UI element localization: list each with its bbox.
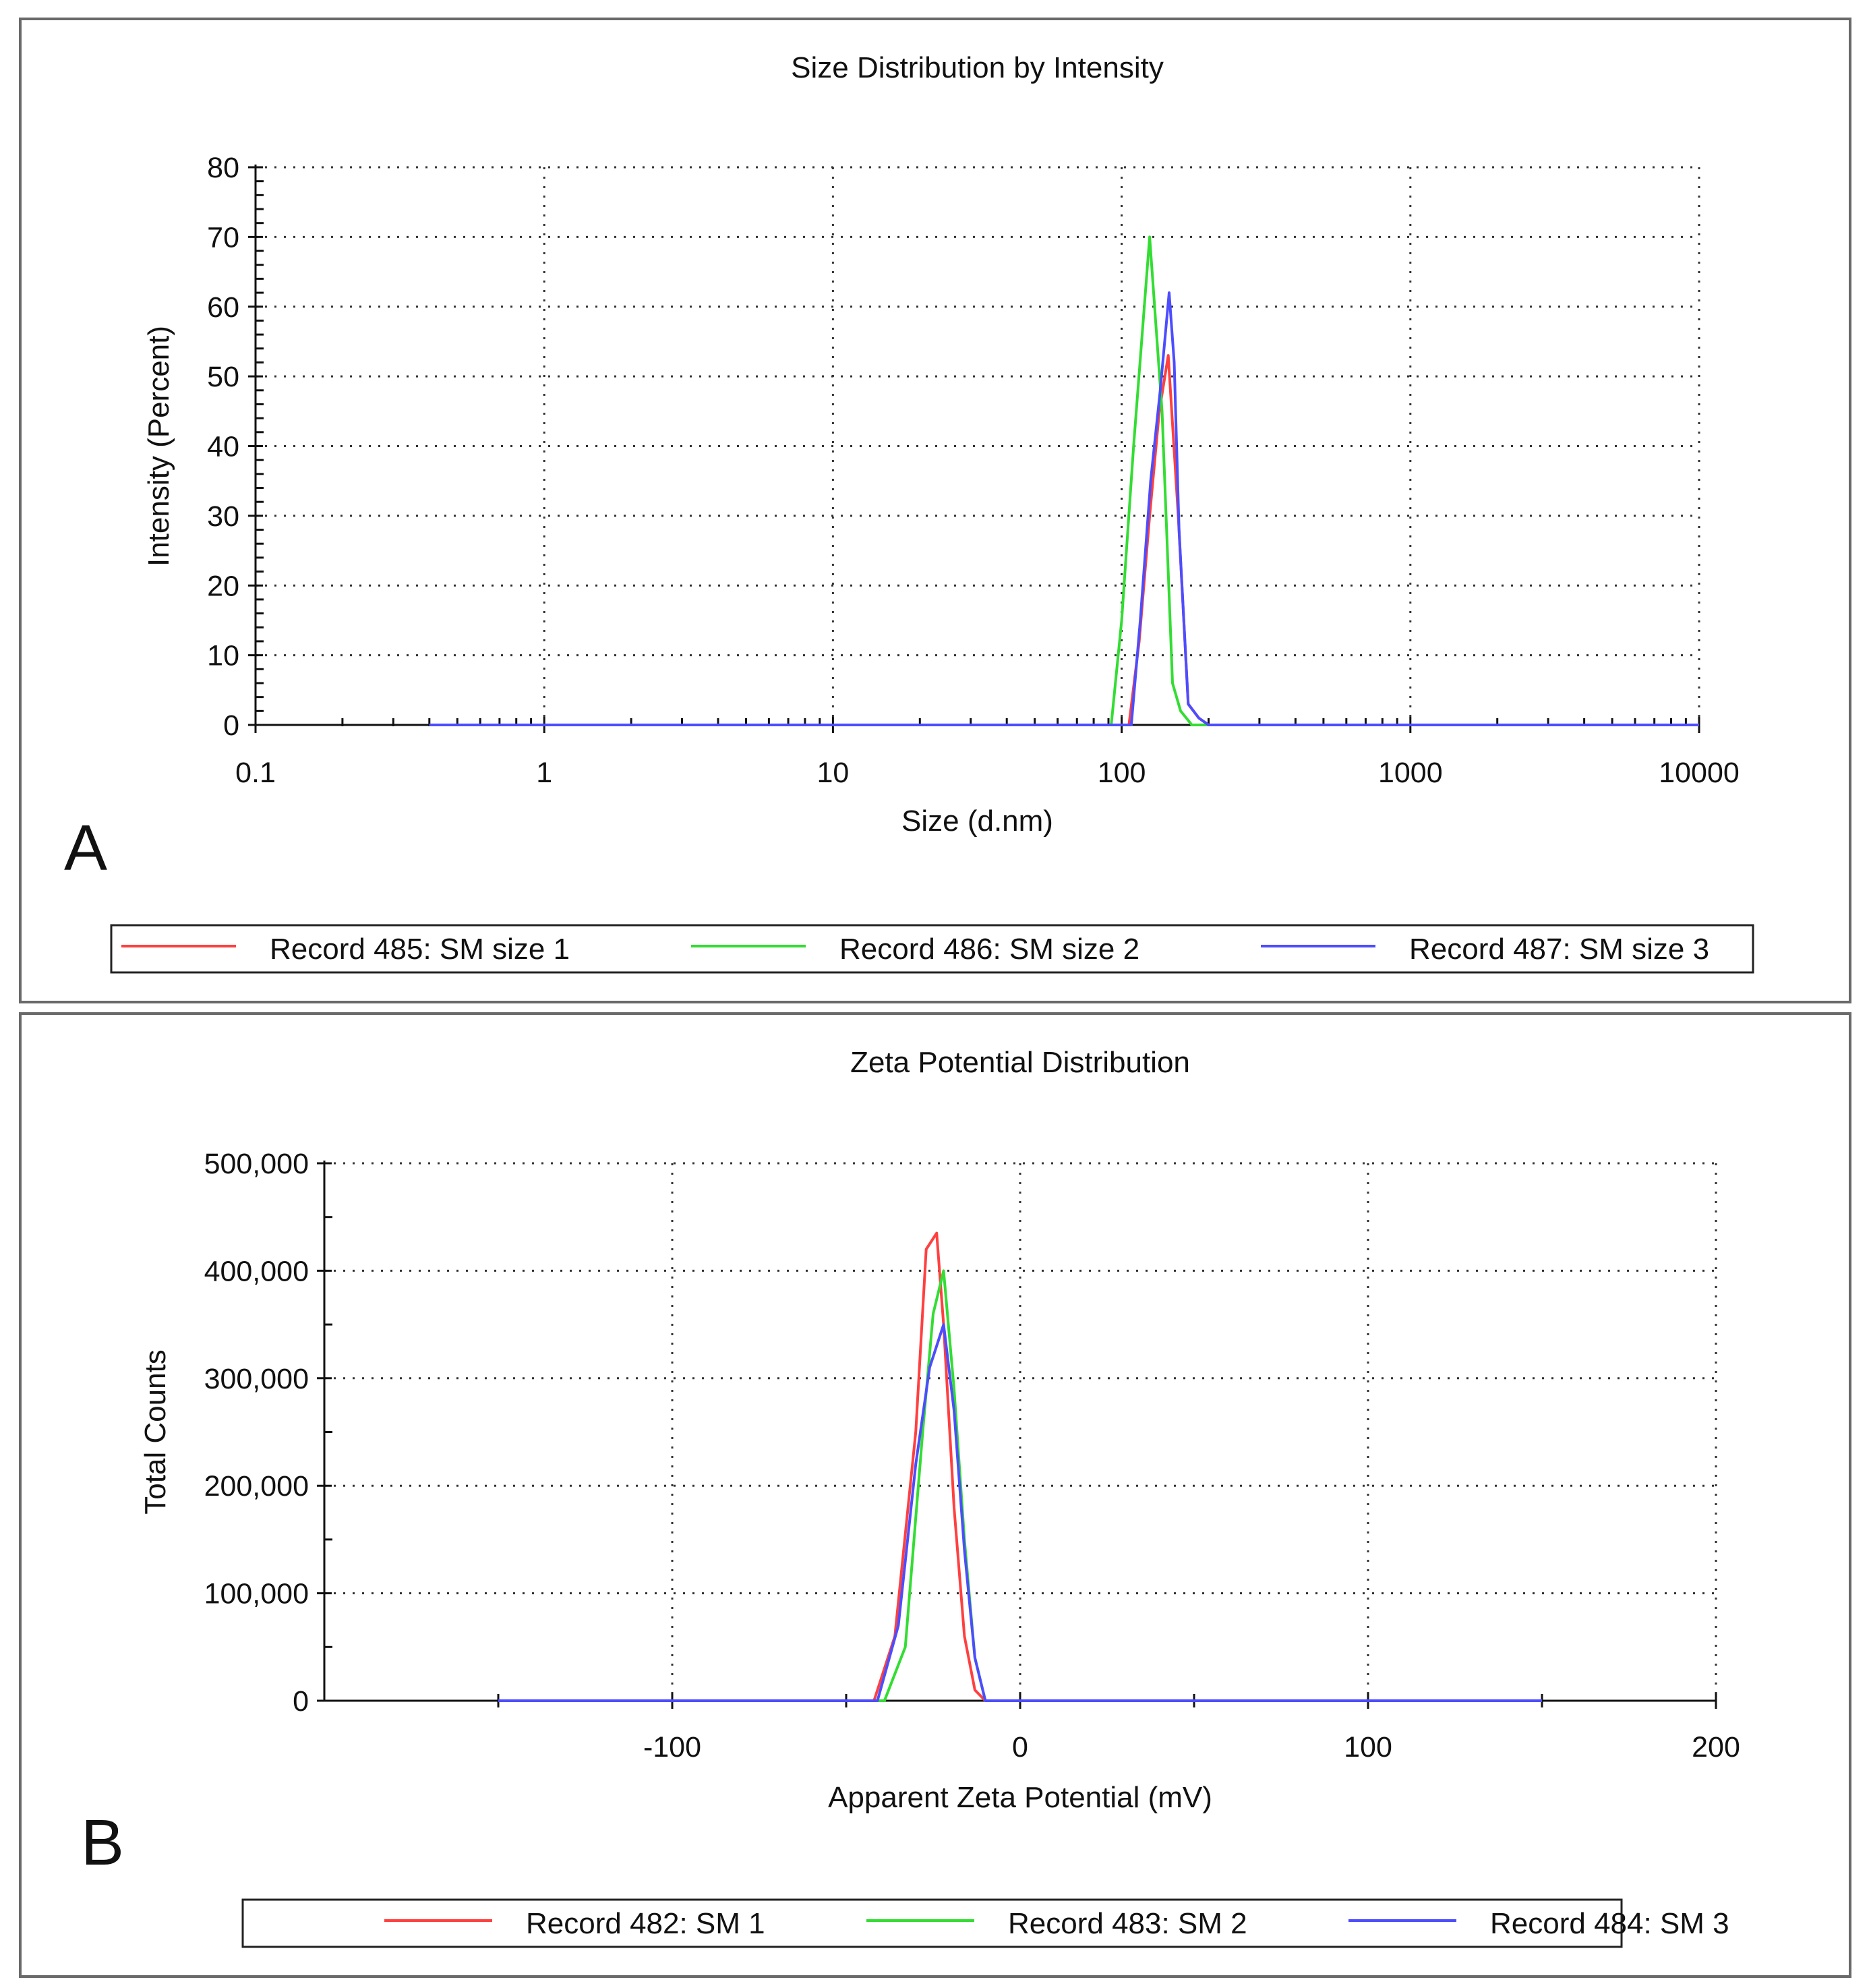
y-tick-label: 20 bbox=[207, 570, 239, 602]
y-tick-label: 500,000 bbox=[204, 1148, 309, 1180]
y-axis-ticks: 0 10 20 30 40 50 60 70 80 bbox=[207, 152, 264, 742]
y-tick-label: 0 bbox=[223, 709, 239, 742]
legend: Record 482: SM 1 Record 483: SM 2 Record 4… bbox=[241, 1898, 1729, 1948]
y-axis-label: Total Counts bbox=[139, 1349, 172, 1515]
y-tick-label: 10 bbox=[207, 640, 239, 672]
chart-panel-a: Size Distribution by Intensity 0 10 20 30 40 5… bbox=[19, 18, 1851, 1003]
x-tick-label: -100 bbox=[643, 1731, 701, 1763]
panel-label: B bbox=[81, 1807, 124, 1879]
legend-box bbox=[241, 1898, 1623, 1948]
y-axis-ticks: 0 100,000 200,000 300,000 400,000 500,000 bbox=[204, 1148, 332, 1718]
x-tick-label: 0 bbox=[1012, 1731, 1028, 1763]
x-tick-label: 10000 bbox=[1659, 757, 1740, 789]
y-tick-label: 30 bbox=[207, 500, 239, 533]
data-series bbox=[429, 235, 1699, 726]
chart-title: Zeta Potential Distribution bbox=[850, 1046, 1190, 1079]
y-tick-label: 40 bbox=[207, 431, 239, 463]
legend-entry-1: Record 485: SM size 1 bbox=[270, 933, 570, 966]
y-tick-label: 70 bbox=[207, 221, 239, 254]
legend-entry-1: Record 482: SM 1 bbox=[526, 1907, 765, 1940]
y-tick-label: 200,000 bbox=[204, 1470, 309, 1502]
y-tick-label: 400,000 bbox=[204, 1255, 309, 1287]
x-tick-label: 100 bbox=[1344, 1731, 1392, 1763]
legend-entry-3: Record 487: SM size 3 bbox=[1409, 933, 1709, 966]
legend-entry-2: Record 486: SM size 2 bbox=[839, 933, 1139, 966]
data-series bbox=[498, 1231, 1542, 1702]
x-tick-label: 100 bbox=[1098, 757, 1146, 789]
y-axis-label: Intensity (Percent) bbox=[142, 326, 175, 566]
chart-panel-b: Zeta Potential Distribution 0 100,000 200,0… bbox=[19, 1012, 1851, 1978]
x-tick-label: 1 bbox=[536, 757, 552, 789]
series-line-2 bbox=[429, 235, 1699, 726]
legend-box bbox=[110, 924, 1754, 974]
y-tick-label: 300,000 bbox=[204, 1363, 309, 1395]
x-axis-ticks: -100 0 100 200 bbox=[497, 1693, 1740, 1763]
x-axis-ticks: 0.1 1 10 100 1000 10000 bbox=[235, 717, 1740, 789]
legend-entry-3: Record 484: SM 3 bbox=[1490, 1907, 1729, 1940]
x-axis-label: Apparent Zeta Potential (mV) bbox=[828, 1781, 1212, 1814]
x-axis-label: Size (d.nm) bbox=[901, 805, 1053, 838]
chart-title: Size Distribution by Intensity bbox=[791, 51, 1164, 84]
x-tick-label: 200 bbox=[1692, 1731, 1740, 1763]
panel-frame bbox=[19, 18, 1851, 1003]
y-tick-label: 50 bbox=[207, 361, 239, 393]
panel-frame bbox=[19, 1012, 1851, 1978]
y-tick-label: 0 bbox=[293, 1685, 309, 1718]
y-tick-label: 100,000 bbox=[204, 1578, 309, 1610]
y-tick-label: 60 bbox=[207, 291, 239, 324]
y-tick-label: 80 bbox=[207, 152, 239, 184]
legend-entry-2: Record 483: SM 2 bbox=[1008, 1907, 1247, 1940]
x-tick-label: 10 bbox=[817, 757, 849, 789]
x-tick-label: 0.1 bbox=[235, 757, 276, 789]
x-tick-label: 1000 bbox=[1378, 757, 1443, 789]
series-line-3 bbox=[429, 291, 1699, 726]
series-line-3 bbox=[498, 1323, 1542, 1702]
legend: Record 485: SM size 1 Record 486: SM size… bbox=[110, 924, 1754, 974]
panel-label: A bbox=[64, 812, 107, 884]
